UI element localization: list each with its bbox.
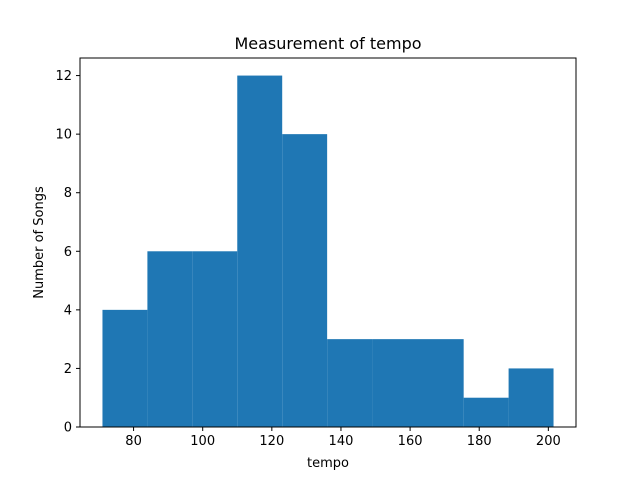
x-axis-label: tempo xyxy=(307,456,349,471)
histogram-bar-3 xyxy=(237,75,283,428)
x-tick-label: 160 xyxy=(398,434,423,449)
histogram-bar-0 xyxy=(102,309,148,427)
bars-group xyxy=(102,75,554,428)
y-tick-label: 8 xyxy=(64,186,72,201)
y-tick-label: 0 xyxy=(64,421,72,436)
x-tick-label: 200 xyxy=(536,434,561,449)
y-axis-label: Number of Songs xyxy=(32,186,47,299)
x-tick-label: 100 xyxy=(190,434,215,449)
histogram-bar-6 xyxy=(372,339,418,427)
y-tick-label: 2 xyxy=(64,362,72,377)
x-tick-label: 80 xyxy=(125,434,142,449)
histogram-bar-7 xyxy=(417,339,464,427)
x-tick-label: 180 xyxy=(467,434,492,449)
plot-frame xyxy=(79,57,577,428)
y-tick-label: 4 xyxy=(64,303,72,318)
x-tick-label: 120 xyxy=(259,434,284,449)
chart-title: Measurement of tempo xyxy=(234,34,421,53)
y-tick-label: 6 xyxy=(64,245,72,260)
y-tick-label: 10 xyxy=(55,128,72,143)
histogram-bar-1 xyxy=(147,251,193,427)
x-axis-ticks: 80 100 120 140 160 180 200 xyxy=(125,427,561,449)
x-tick-label: 140 xyxy=(329,434,354,449)
y-tick-label: 12 xyxy=(55,69,72,84)
histogram-bar-8 xyxy=(463,397,509,427)
histogram-bar-4 xyxy=(282,134,328,427)
y-axis-ticks: 0 2 4 6 8 10 12 xyxy=(55,69,80,436)
histogram-bar-9 xyxy=(508,368,554,427)
histogram-bar-2 xyxy=(192,251,238,427)
histogram-bar-5 xyxy=(327,339,373,427)
